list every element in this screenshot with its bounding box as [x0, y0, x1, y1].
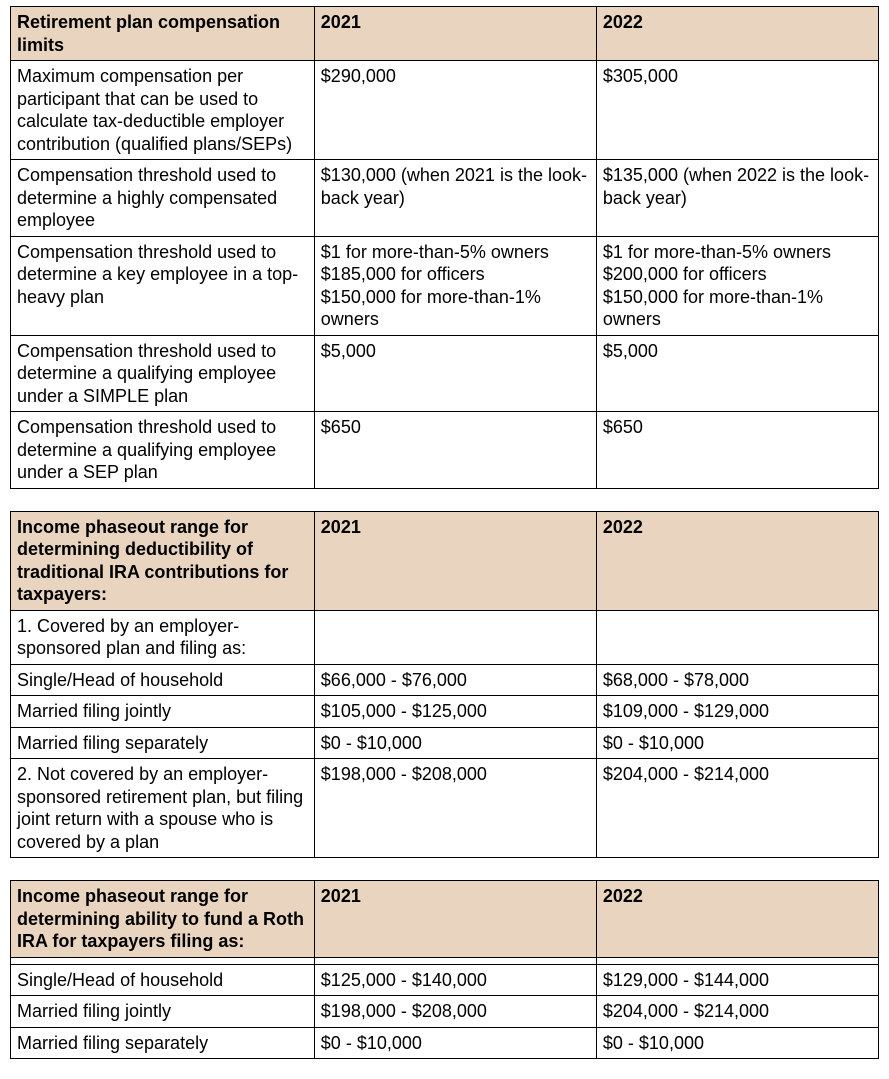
- row-label: Compensation threshold used to determine…: [11, 160, 315, 237]
- row-label: Single/Head of household: [11, 964, 315, 996]
- row-value-line: $200,000 for officers: [603, 263, 872, 286]
- row-value-2022: $129,000 - $144,000: [596, 964, 878, 996]
- spacer-cell: [314, 957, 596, 964]
- row-value-2021: $0 - $10,000: [314, 1027, 596, 1059]
- row-value-2022: $135,000 (when 2022 is the look-back yea…: [596, 160, 878, 237]
- row-label: Compensation threshold used to determine…: [11, 412, 315, 489]
- row-label: Married filing separately: [11, 1027, 315, 1059]
- row-value-2021: $198,000 - $208,000: [314, 996, 596, 1028]
- row-value-2021: $1 for more-than-5% owners $185,000 for …: [314, 236, 596, 335]
- table-row: Married filing jointly $198,000 - $208,0…: [11, 996, 879, 1028]
- spacer-cell: [596, 957, 878, 964]
- header-year-2: 2022: [596, 7, 878, 61]
- spacer-cell: [11, 957, 315, 964]
- row-value-2022: $1 for more-than-5% owners $200,000 for …: [596, 236, 878, 335]
- table-spacer-row: [11, 957, 879, 964]
- row-value-2022: $0 - $10,000: [596, 1027, 878, 1059]
- table-header-row: Income phaseout range for determining ab…: [11, 881, 879, 958]
- header-year-2: 2022: [596, 511, 878, 610]
- row-label: Married filing jointly: [11, 996, 315, 1028]
- table-row: Single/Head of household $66,000 - $76,0…: [11, 664, 879, 696]
- row-value-2021: $66,000 - $76,000: [314, 664, 596, 696]
- row-label: Married filing jointly: [11, 696, 315, 728]
- row-label: Compensation threshold used to determine…: [11, 236, 315, 335]
- row-value-2022: $204,000 - $214,000: [596, 759, 878, 858]
- row-value-2022: [596, 610, 878, 664]
- row-label: 1. Covered by an employer-sponsored plan…: [11, 610, 315, 664]
- row-value-2021: $5,000: [314, 335, 596, 412]
- table-roth-ira-phaseout: Income phaseout range for determining ab…: [10, 880, 879, 1059]
- row-value-2021: $0 - $10,000: [314, 727, 596, 759]
- header-year-2: 2022: [596, 881, 878, 958]
- header-label: Income phaseout range for determining ab…: [11, 881, 315, 958]
- row-label: 2. Not covered by an employer-sponsored …: [11, 759, 315, 858]
- table-header-row: Retirement plan compensation limits 2021…: [11, 7, 879, 61]
- row-value-2022: $650: [596, 412, 878, 489]
- row-value-2021: $125,000 - $140,000: [314, 964, 596, 996]
- header-year-1: 2021: [314, 881, 596, 958]
- row-label: Maximum compensation per participant tha…: [11, 61, 315, 160]
- row-value-2021: $650: [314, 412, 596, 489]
- table-row: Single/Head of household $125,000 - $140…: [11, 964, 879, 996]
- row-value-line: $150,000 for more-than-1% owners: [321, 286, 590, 331]
- row-value-2022: $0 - $10,000: [596, 727, 878, 759]
- row-value-2022: $305,000: [596, 61, 878, 160]
- table-row: Married filing separately $0 - $10,000 $…: [11, 1027, 879, 1059]
- row-value-2022: $109,000 - $129,000: [596, 696, 878, 728]
- row-label: Married filing separately: [11, 727, 315, 759]
- row-value-2021: $290,000: [314, 61, 596, 160]
- table-row: Married filing jointly $105,000 - $125,0…: [11, 696, 879, 728]
- header-year-1: 2021: [314, 7, 596, 61]
- table-row: 1. Covered by an employer-sponsored plan…: [11, 610, 879, 664]
- row-value-2022: $5,000: [596, 335, 878, 412]
- row-value-line: $1 for more-than-5% owners: [603, 241, 872, 264]
- row-value-2021: $130,000 (when 2021 is the look-back yea…: [314, 160, 596, 237]
- header-year-1: 2021: [314, 511, 596, 610]
- table-row: Compensation threshold used to determine…: [11, 412, 879, 489]
- row-value-2022: $204,000 - $214,000: [596, 996, 878, 1028]
- table-header-row: Income phaseout range for determining de…: [11, 511, 879, 610]
- row-value-line: $150,000 for more-than-1% owners: [603, 286, 872, 331]
- row-value-line: $185,000 for officers: [321, 263, 590, 286]
- row-value-2021: [314, 610, 596, 664]
- table-row: Maximum compensation per participant tha…: [11, 61, 879, 160]
- table-row: 2. Not covered by an employer-sponsored …: [11, 759, 879, 858]
- table-row: Married filing separately $0 - $10,000 $…: [11, 727, 879, 759]
- row-label: Single/Head of household: [11, 664, 315, 696]
- header-label: Retirement plan compensation limits: [11, 7, 315, 61]
- row-value-2021: $105,000 - $125,000: [314, 696, 596, 728]
- table-row: Compensation threshold used to determine…: [11, 335, 879, 412]
- table-row: Compensation threshold used to determine…: [11, 236, 879, 335]
- table-row: Compensation threshold used to determine…: [11, 160, 879, 237]
- table-retirement-limits: Retirement plan compensation limits 2021…: [10, 6, 879, 489]
- table-traditional-ira-phaseout: Income phaseout range for determining de…: [10, 511, 879, 859]
- row-value-2021: $198,000 - $208,000: [314, 759, 596, 858]
- row-label: Compensation threshold used to determine…: [11, 335, 315, 412]
- row-value-2022: $68,000 - $78,000: [596, 664, 878, 696]
- header-label: Income phaseout range for determining de…: [11, 511, 315, 610]
- row-value-line: $1 for more-than-5% owners: [321, 241, 590, 264]
